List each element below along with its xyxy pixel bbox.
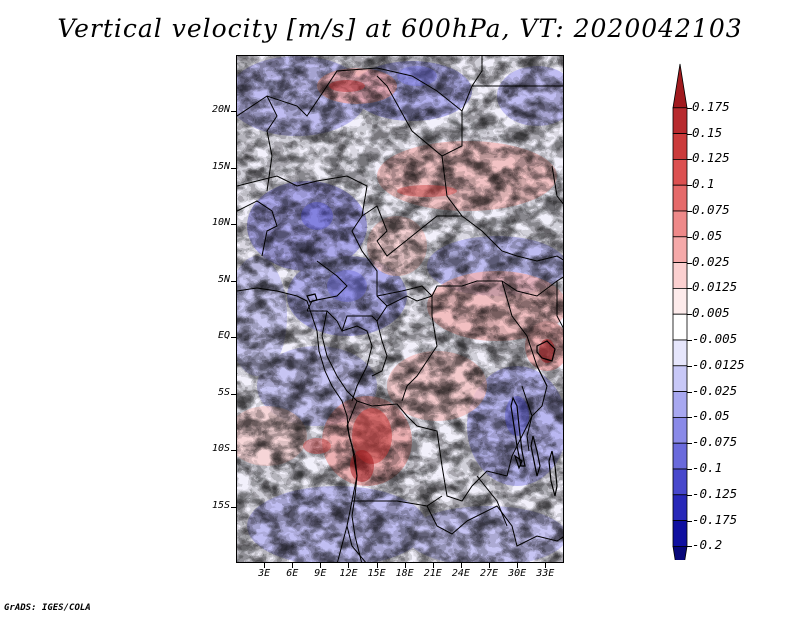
lon-tick-label: 12E bbox=[339, 568, 358, 579]
colorbar-swatch bbox=[672, 468, 688, 496]
grads-credit: GrADS: IGES/COLA bbox=[4, 603, 91, 613]
lon-tick-mark bbox=[404, 563, 406, 568]
colorbar-swatch bbox=[672, 520, 688, 547]
lon-tick-mark bbox=[545, 563, 547, 568]
colorbar-swatch bbox=[672, 416, 688, 444]
colorbar-swatch bbox=[672, 210, 688, 238]
lon-tick-label: 24E bbox=[451, 568, 470, 579]
map-panel bbox=[236, 55, 564, 563]
colorbar-swatch bbox=[672, 184, 688, 212]
lake-outlines bbox=[306, 293, 558, 497]
lat-tick-label: 15N bbox=[211, 160, 230, 172]
colorbar-swatch bbox=[672, 159, 688, 186]
colorbar-swatch bbox=[672, 365, 688, 392]
colorbar-swatch bbox=[672, 236, 688, 264]
lake-bangweulu-outline bbox=[513, 454, 523, 470]
colorbar-swatch bbox=[672, 287, 688, 315]
vertical-velocity-field bbox=[237, 56, 563, 562]
lat-tick-label: 15S bbox=[211, 499, 230, 511]
lon-tick-mark bbox=[432, 563, 434, 568]
lon-tick-mark bbox=[489, 563, 491, 568]
lon-tick-mark bbox=[460, 563, 462, 568]
lon-tick-mark bbox=[292, 563, 294, 568]
colorbar-swatch bbox=[672, 313, 688, 341]
bioko-island-outline bbox=[306, 293, 318, 303]
colorbar-top-arrow bbox=[672, 63, 688, 109]
field-texture-red bbox=[237, 56, 563, 562]
lon-tick-mark bbox=[376, 563, 378, 568]
lon-tick-mark bbox=[264, 563, 266, 568]
lat-tick-label: 10N bbox=[211, 217, 230, 229]
lake-tanganyika-outline bbox=[510, 396, 526, 467]
colorbar-swatch bbox=[672, 339, 688, 367]
lat-tick-label: 10S bbox=[211, 443, 230, 455]
lon-tick-mark bbox=[320, 563, 322, 568]
colorbar-bottom-arrow bbox=[672, 545, 688, 560]
map-title: Vertical velocity [m/s] at 600hPa, VT: 2… bbox=[57, 14, 743, 43]
colorbar-swatch bbox=[672, 107, 688, 134]
coastline bbox=[237, 287, 363, 562]
colorbar-swatch bbox=[672, 262, 688, 289]
lon-tick-mark bbox=[348, 563, 350, 568]
colorbar-swatch bbox=[672, 391, 688, 418]
lake-malawi-outline bbox=[548, 450, 558, 497]
lat-tick-label: EQ bbox=[217, 330, 230, 342]
colorbar-swatch bbox=[672, 442, 688, 470]
lat-tick-label: 20N bbox=[211, 104, 230, 116]
lake-victoria-outline bbox=[536, 340, 556, 362]
lon-tick-label: 6E bbox=[286, 568, 299, 579]
lon-tick-mark bbox=[517, 563, 519, 568]
lat-tick-label: 5N bbox=[217, 273, 230, 285]
colorbar-swatch bbox=[672, 494, 688, 521]
lon-tick-label: 27E bbox=[479, 568, 499, 579]
colorbar-swatch bbox=[672, 133, 688, 160]
lon-tick-label: 9E bbox=[314, 568, 327, 579]
lat-tick-label: 5S bbox=[217, 386, 230, 398]
lon-tick-label: 15E bbox=[367, 568, 386, 579]
colorbar bbox=[672, 63, 688, 560]
lon-tick-label: 21E bbox=[423, 568, 442, 579]
lon-tick-label: 3E bbox=[258, 568, 271, 579]
lake-mweru-outline bbox=[530, 435, 541, 477]
lon-tick-label: 33E bbox=[536, 568, 555, 579]
lon-tick-label: 30E bbox=[508, 568, 527, 579]
country-boundaries bbox=[237, 56, 563, 562]
lon-tick-label: 18E bbox=[395, 568, 414, 579]
